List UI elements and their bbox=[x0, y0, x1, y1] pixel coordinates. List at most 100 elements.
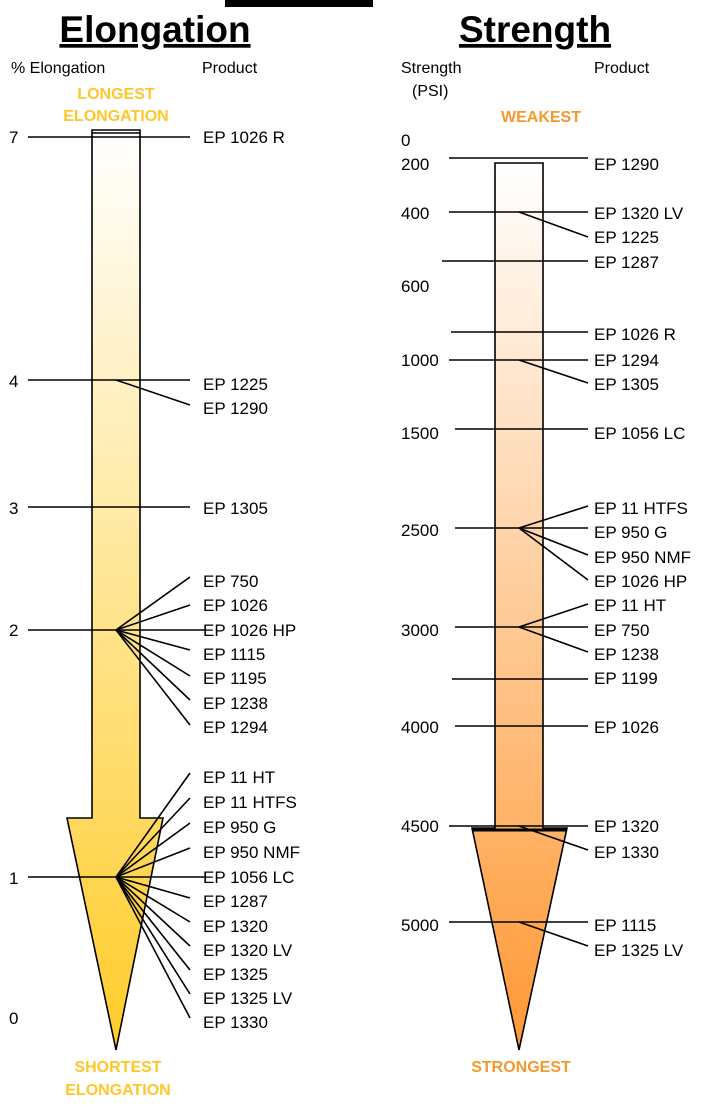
strength-leader-line bbox=[518, 825, 589, 851]
elongation-leader-line bbox=[115, 876, 191, 971]
elongation-product-label: EP 950 NMF bbox=[203, 843, 300, 862]
strength-bottom-caption: STRONGEST bbox=[471, 1059, 571, 1076]
strength-product-label: EP 950 G bbox=[594, 523, 667, 542]
elongation-tick: 7 bbox=[9, 128, 18, 147]
strength-product-label: EP 1320 bbox=[594, 817, 659, 836]
strength-product-label: EP 1287 bbox=[594, 253, 659, 272]
elongation-leader-line bbox=[115, 876, 191, 923]
header-bar bbox=[225, 0, 373, 7]
strength-leader-line bbox=[518, 505, 589, 529]
elongation-product-label: EP 1294 bbox=[203, 718, 268, 737]
elongation-product-label: EP 1320 LV bbox=[203, 941, 293, 960]
strength-product-label: EP 1330 bbox=[594, 843, 659, 862]
elongation-product-label: EP 11 HT bbox=[203, 768, 275, 787]
elongation-leader-line bbox=[115, 876, 191, 1019]
elongation-title: Elongation bbox=[59, 9, 250, 50]
strength-tick: 2500 bbox=[401, 521, 439, 540]
elongation-top-caption-line2: ELONGATION bbox=[63, 108, 168, 125]
elongation-product-label: EP 1225 bbox=[203, 375, 268, 394]
elongation-leader-line bbox=[115, 847, 191, 878]
elongation-leader-line bbox=[115, 876, 191, 899]
strength-product-label: EP 11 HT bbox=[594, 596, 666, 615]
elongation-product-label: EP 750 bbox=[203, 572, 258, 591]
elongation-bottom-caption-line1: SHORTEST bbox=[74, 1059, 161, 1076]
strength-leader-line bbox=[518, 626, 589, 653]
strength-tick: 5000 bbox=[401, 916, 439, 935]
strength-product-label: EP 1238 bbox=[594, 645, 659, 664]
elongation-tick: 1 bbox=[9, 869, 18, 888]
strength-tick: 1000 bbox=[401, 351, 439, 370]
strength-tick: 0 bbox=[401, 131, 410, 150]
elongation-leader-line bbox=[115, 604, 191, 631]
strength-product-label: EP 1199 bbox=[594, 669, 658, 688]
elongation-top-caption-line1: LONGEST bbox=[77, 86, 155, 103]
elongation-tick: 2 bbox=[9, 621, 18, 640]
elongation-leader-line bbox=[115, 629, 191, 726]
strength-product-label: EP 1026 R bbox=[594, 325, 676, 344]
strength-arrow bbox=[471, 162, 568, 1051]
elongation-leader-line bbox=[115, 576, 191, 631]
strength-leader-line bbox=[518, 603, 589, 628]
elongation-product-label: EP 1305 bbox=[203, 499, 268, 518]
strength-tick: 4000 bbox=[401, 718, 439, 737]
elongation-product-label: EP 1320 bbox=[203, 917, 268, 936]
strength-product-header: Product bbox=[594, 60, 650, 77]
elongation-arrow bbox=[66, 129, 164, 1051]
strength-product-label: EP 1325 LV bbox=[594, 941, 684, 960]
strength-tick: 3000 bbox=[401, 621, 439, 640]
strength-tick: 600 bbox=[401, 277, 429, 296]
strength-product-label: EP 11 HTFS bbox=[594, 499, 688, 518]
elongation-leader-line bbox=[115, 629, 191, 651]
strength-product-label: EP 1225 bbox=[594, 228, 659, 247]
strength-product-label: EP 1026 bbox=[594, 718, 659, 737]
strength-tick: 4500 bbox=[401, 817, 439, 836]
elongation-product-label: EP 1195 bbox=[203, 669, 267, 688]
strength-leader-line bbox=[518, 527, 589, 581]
elongation-product-label: EP 1325 LV bbox=[203, 989, 293, 1008]
strength-product-label: EP 1026 HP bbox=[594, 572, 687, 591]
strength-product-label: EP 1305 bbox=[594, 375, 659, 394]
strength-product-label: EP 1294 bbox=[594, 351, 659, 370]
elongation-leader-line bbox=[115, 876, 191, 995]
strength-top-caption: WEAKEST bbox=[501, 109, 581, 126]
strength-product-label: EP 1320 LV bbox=[594, 204, 684, 223]
elongation-product-label: EP 1026 R bbox=[203, 128, 285, 147]
elongation-product-header: Product bbox=[202, 60, 258, 77]
strength-product-label: EP 1056 LC bbox=[594, 424, 685, 443]
elongation-product-label: EP 1330 bbox=[203, 1013, 268, 1032]
elongation-product-label: EP 11 HTFS bbox=[203, 793, 297, 812]
elongation-product-label: EP 1115 bbox=[203, 645, 265, 664]
strength-tick: 1500 bbox=[401, 424, 439, 443]
strength-product-label: EP 950 NMF bbox=[594, 548, 691, 567]
elongation-tick: 0 bbox=[9, 1009, 18, 1028]
elongation-product-label: EP 1026 HP bbox=[203, 621, 296, 640]
elongation-product-label: EP 1290 bbox=[203, 399, 268, 418]
elongation-product-label: EP 1287 bbox=[203, 892, 268, 911]
strength-tick: 400 bbox=[401, 204, 429, 223]
strength-leader-line bbox=[518, 211, 589, 238]
elongation-product-label: EP 1056 LC bbox=[203, 868, 294, 887]
elongation-leader-line bbox=[115, 379, 191, 406]
elongation-product-label: EP 1238 bbox=[203, 694, 268, 713]
strength-title: Strength bbox=[459, 9, 611, 50]
elongation-leader-line bbox=[115, 772, 191, 878]
elongation-leader-line bbox=[115, 876, 191, 947]
strength-leader-line bbox=[518, 527, 589, 556]
elongation-leader-line bbox=[115, 797, 191, 878]
elongation-bottom-caption-line2: ELONGATION bbox=[65, 1082, 170, 1099]
strength-product-label: EP 750 bbox=[594, 621, 649, 640]
elongation-product-label: EP 1325 bbox=[203, 965, 268, 984]
elongation-axis-header: % Elongation bbox=[11, 60, 105, 77]
strength-leader-line bbox=[518, 921, 589, 947]
strength-leader-line bbox=[518, 359, 589, 384]
elongation-leader-line bbox=[115, 822, 191, 878]
strength-axis-header-line1: Strength bbox=[401, 60, 461, 77]
strength-product-label: EP 1290 bbox=[594, 155, 659, 174]
elongation-leader-line bbox=[115, 629, 191, 701]
elongation-tick: 3 bbox=[9, 499, 18, 518]
elongation-leader-line bbox=[115, 629, 191, 677]
strength-product-label: EP 1115 bbox=[594, 916, 656, 935]
elongation-product-label: EP 950 G bbox=[203, 818, 276, 837]
strength-axis-header-line2: (PSI) bbox=[412, 83, 448, 100]
